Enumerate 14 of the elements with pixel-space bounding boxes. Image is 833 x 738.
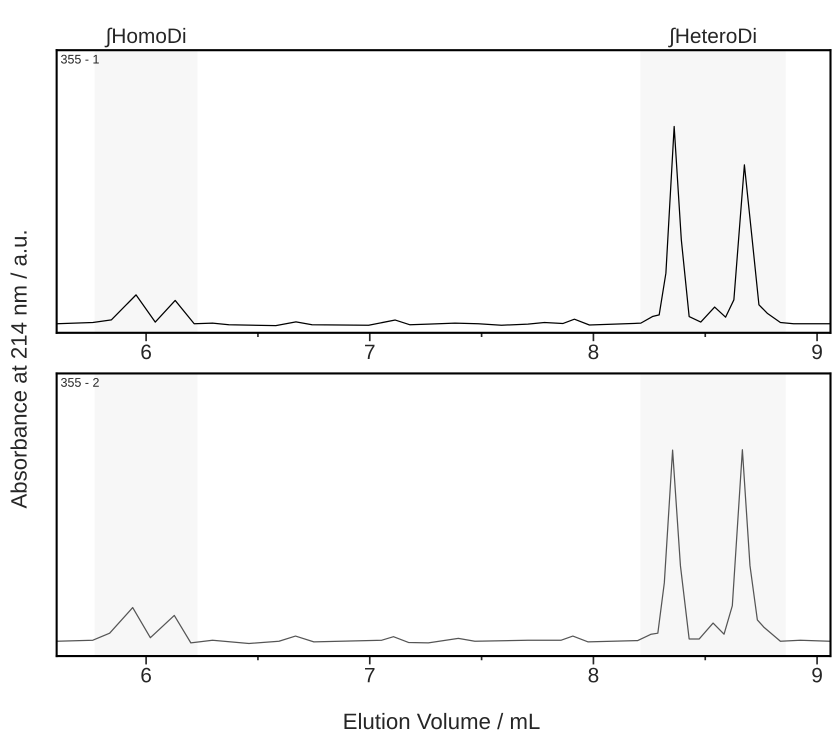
x-tick-label: 9 — [812, 668, 822, 682]
y-axis-title: Absorbance at 214 nm / a.u. — [10, 231, 27, 509]
x-tick-label: 6 — [141, 668, 151, 682]
x-tick-label: 8 — [588, 344, 598, 360]
x-tick-label: 9 — [812, 344, 822, 360]
x-tick-label: 7 — [365, 668, 375, 682]
band-label: ∫HeteroDi — [668, 28, 756, 48]
text: 355 - 2 — [60, 378, 99, 387]
x-tick-label: 7 — [365, 344, 375, 360]
x-tick-label: 8 — [588, 668, 598, 682]
band-label: ∫HomoDi — [104, 28, 186, 48]
text: 355 - 1 — [60, 54, 99, 64]
x-tick-label: 6 — [141, 344, 151, 360]
x-axis-title: Elution Volume / mL — [344, 712, 540, 730]
